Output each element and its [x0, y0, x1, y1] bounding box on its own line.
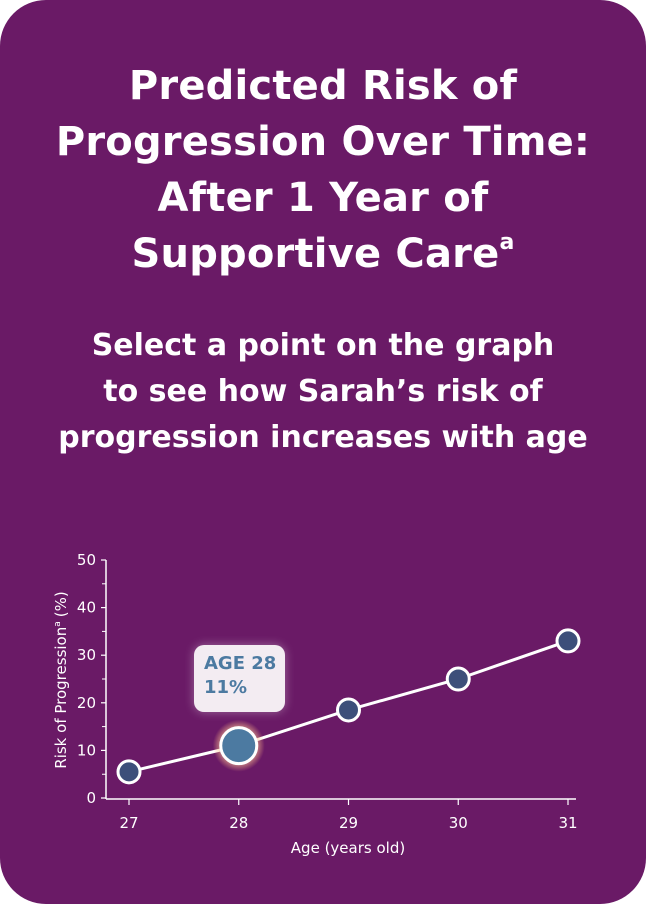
y-axis-title-text: Risk of Progression [52, 627, 70, 769]
y-axis-title-unit: (%) [52, 591, 70, 617]
x-tick-label: 31 [558, 814, 577, 832]
y-tick-label: 10 [77, 741, 96, 759]
y-tick-label: 0 [86, 789, 96, 807]
data-point[interactable] [555, 628, 581, 654]
page-title: Predicted Risk of Progression Over Time:… [20, 58, 626, 282]
selected-point-tooltip: AGE 28 11% [194, 645, 285, 712]
x-tick-label: 27 [119, 814, 138, 832]
data-point[interactable] [336, 697, 361, 723]
y-axis-title-footnote: a [53, 621, 63, 627]
x-tick-label: 29 [339, 814, 358, 832]
instruction-text: Select a point on the graph to see how S… [20, 323, 626, 461]
data-points [116, 628, 581, 785]
tooltip-risk: 11% [204, 677, 248, 698]
title-line-1: Predicted Risk of [128, 63, 518, 109]
y-tick-label: 40 [77, 599, 96, 617]
title-line-2: Progression Over Time: [55, 119, 591, 165]
data-point[interactable] [445, 666, 471, 692]
x-tick-label: 28 [229, 814, 248, 832]
instruction-line-1: Select a point on the graph [91, 328, 555, 363]
data-point-selected[interactable] [219, 726, 259, 766]
instruction-line-2: to see how Sarah’s risk of [103, 374, 543, 409]
title-line-3: After 1 Year of [157, 175, 489, 221]
y-axis-title: Risk of Progressiona (%) [52, 591, 70, 768]
tooltip-age: AGE 28 [204, 653, 277, 674]
instruction-line-3: progression increases with age [58, 420, 588, 455]
data-point[interactable] [116, 759, 142, 785]
y-tick-label: 30 [77, 646, 96, 664]
y-tick-label: 50 [77, 551, 96, 569]
title-line-4: Supportive Care [131, 231, 500, 277]
x-tick-label: 30 [449, 814, 468, 832]
y-tick-label: 20 [77, 694, 96, 712]
x-axis-title: Age (years old) [291, 839, 405, 857]
axes: 0 10 20 30 40 50 27 28 29 30 31 [77, 551, 578, 832]
title-footnote-marker: a [499, 230, 515, 255]
